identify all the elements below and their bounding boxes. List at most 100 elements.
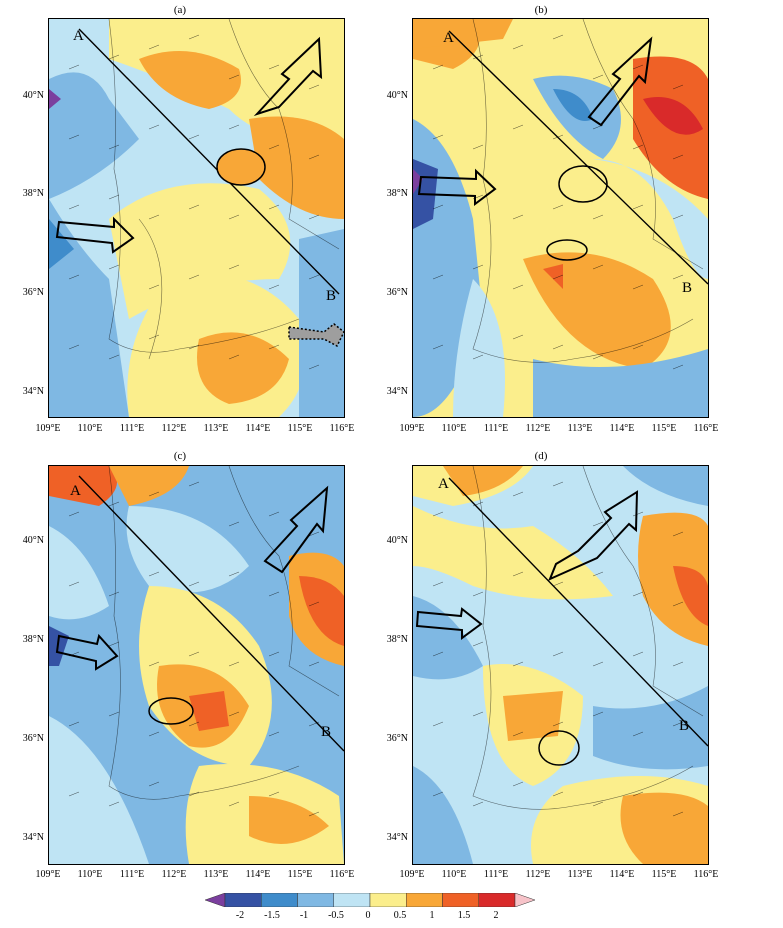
map-b-svg	[413, 19, 708, 417]
lon-label: 115°E	[651, 423, 677, 434]
lon-label: 116°E	[693, 869, 719, 880]
colorbar-label: 0	[365, 910, 371, 921]
lat-label: 34°N	[22, 386, 44, 397]
lat-label: 38°N	[22, 634, 44, 645]
wind-arrow-shape	[55, 633, 119, 671]
lat-label: 40°N	[22, 90, 44, 101]
map-a	[48, 18, 345, 418]
lon-label: 115°E	[651, 869, 677, 880]
circle-marker	[216, 148, 266, 186]
panel-title: (d)	[534, 450, 548, 462]
colorbar-label: 1.5	[457, 910, 471, 921]
lat-label: 36°N	[22, 287, 44, 298]
wind-arrow-shape	[415, 607, 483, 640]
lon-label: 114°E	[245, 423, 271, 434]
map-d	[412, 465, 709, 865]
point-b-label: B	[326, 288, 337, 304]
lat-label: 38°N	[22, 188, 44, 199]
lon-label: 111°E	[483, 423, 509, 434]
lon-label: 112°E	[525, 423, 551, 434]
lat-label: 40°N	[386, 535, 408, 546]
lon-label: 112°E	[161, 869, 187, 880]
colorbar-swatch	[406, 893, 443, 907]
lat-label: 40°N	[386, 90, 408, 101]
colorbar-swatch	[514, 893, 535, 907]
lon-label: 110°E	[77, 423, 103, 434]
colorbar-swatch	[205, 893, 226, 907]
lat-label: 38°N	[386, 188, 408, 199]
map-a-svg	[49, 19, 344, 417]
colorbar-label: 0.5	[393, 910, 407, 921]
point-a-label: A	[438, 476, 449, 492]
colorbar-swatch	[297, 893, 334, 907]
lon-label: 114°E	[245, 869, 271, 880]
lon-label: 114°E	[609, 423, 635, 434]
point-b-label: B	[321, 724, 332, 740]
map-c	[48, 465, 345, 865]
point-a-label: A	[73, 28, 84, 44]
colorbar-label: 1	[429, 910, 435, 921]
wind-arrow-shape	[263, 485, 329, 574]
colorbar-swatch	[478, 893, 516, 907]
circle-marker	[148, 697, 194, 725]
circle-marker	[558, 165, 608, 203]
lon-label: 115°E	[287, 869, 313, 880]
point-a-label: A	[443, 30, 454, 46]
colorbar-swatch	[369, 893, 407, 907]
colorbar	[205, 893, 535, 907]
wind-arrow-shape	[417, 168, 497, 206]
circle-marker	[538, 730, 580, 766]
lon-label: 115°E	[287, 423, 313, 434]
colorbar-label: -0.5	[328, 910, 344, 921]
lon-label: 109°E	[35, 869, 61, 880]
panel-title: (b)	[534, 4, 548, 16]
colorbar-label: -1	[299, 910, 309, 921]
colorbar-swatch	[442, 893, 479, 907]
lon-label: 110°E	[441, 869, 467, 880]
colorbar-label: -1.5	[264, 910, 280, 921]
lon-label: 111°E	[119, 423, 145, 434]
lon-label: 109°E	[35, 423, 61, 434]
map-d-svg	[413, 466, 708, 864]
map-b	[412, 18, 709, 418]
panel-title: (a)	[173, 4, 187, 16]
circle-marker	[546, 239, 588, 261]
lon-label: 112°E	[161, 423, 187, 434]
lat-label: 40°N	[22, 535, 44, 546]
point-b-label: B	[679, 718, 690, 734]
lon-label: 114°E	[609, 869, 635, 880]
lon-label: 116°E	[329, 869, 355, 880]
wind-arrow-shape	[55, 216, 135, 254]
wind-arrow-shape	[253, 36, 323, 117]
lon-label: 109°E	[399, 423, 425, 434]
colorbar-swatch	[261, 893, 298, 907]
lon-label: 116°E	[329, 423, 355, 434]
point-a-label: A	[70, 483, 81, 499]
lon-label: 109°E	[399, 869, 425, 880]
lat-label: 36°N	[22, 733, 44, 744]
map-c-svg	[49, 466, 344, 864]
colorbar-label: -2	[235, 910, 245, 921]
lon-label: 113°E	[203, 869, 229, 880]
lat-label: 34°N	[386, 832, 408, 843]
lat-label: 34°N	[22, 832, 44, 843]
lon-label: 110°E	[441, 423, 467, 434]
lon-label: 111°E	[483, 869, 509, 880]
lon-label: 113°E	[203, 423, 229, 434]
colorbar-swatch	[224, 893, 262, 907]
lat-label: 34°N	[386, 386, 408, 397]
lon-label: 116°E	[693, 423, 719, 434]
lat-label: 36°N	[386, 287, 408, 298]
lat-label: 38°N	[386, 634, 408, 645]
lon-label: 112°E	[525, 869, 551, 880]
lon-label: 113°E	[567, 869, 593, 880]
wind-arrow-shape	[587, 36, 653, 127]
point-b-label: B	[682, 280, 693, 296]
panel-title: (c)	[173, 450, 187, 462]
colorbar-label: 2	[493, 910, 499, 921]
colorbar-swatch	[333, 893, 371, 907]
gray-arrow	[288, 323, 344, 348]
lon-label: 113°E	[567, 423, 593, 434]
lon-label: 111°E	[119, 869, 145, 880]
lat-label: 36°N	[386, 733, 408, 744]
